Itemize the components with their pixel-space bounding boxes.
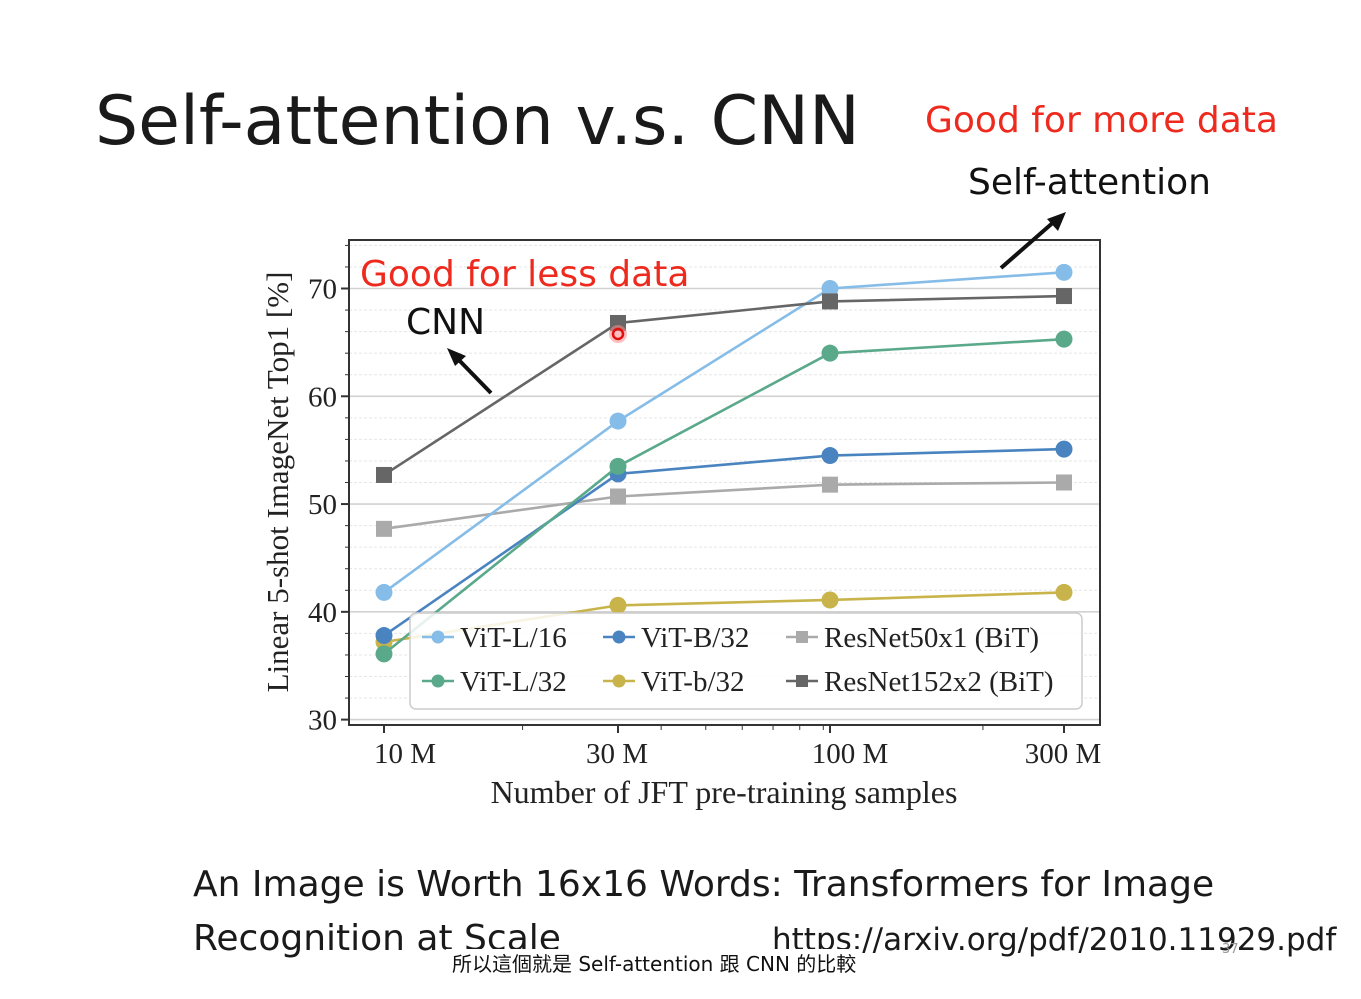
series-resnet50x1-bit	[376, 474, 1072, 537]
legend-label: ViT-b/32	[641, 666, 745, 698]
legend-entry: ResNet50x1 (BiT)	[786, 622, 1039, 654]
series-line	[383, 481, 1065, 531]
cursor-pointer-icon	[609, 325, 627, 343]
legend-entry: ResNet152x2 (BiT)	[786, 666, 1054, 698]
data-point	[609, 412, 627, 430]
series-line	[383, 294, 1065, 477]
x-axis-label: Number of JFT pre-training samples	[491, 774, 958, 810]
series-resnet152x2-bit	[376, 288, 1072, 483]
data-point	[375, 627, 393, 645]
x-tick-label: 10 M	[374, 738, 436, 770]
data-point	[609, 596, 627, 614]
series-line	[383, 337, 1065, 655]
x-tick-label: 100 M	[812, 738, 889, 770]
slide-title: Self-attention v.s. CNN	[95, 82, 860, 161]
data-point	[821, 591, 839, 609]
y-tick-label: 70	[308, 274, 337, 306]
data-point	[610, 488, 626, 505]
data-point	[609, 457, 627, 475]
data-point	[1055, 440, 1073, 458]
page-number: 37	[1222, 942, 1239, 957]
data-point	[821, 344, 839, 362]
y-axis-label: Linear 5-shot ImageNet Top1 [%]	[260, 272, 295, 693]
chart-series	[375, 263, 1073, 663]
legend-marker	[796, 631, 808, 643]
legend-marker	[612, 674, 626, 688]
data-point	[821, 447, 839, 465]
legend-entry: ViT-L/16	[422, 622, 567, 654]
legend-label: ViT-L/32	[460, 666, 567, 698]
data-point	[376, 466, 392, 483]
chart-legend: ViT-L/16 ViT-B/32 ResNet50x1 (BiT) ViT-L/32…	[409, 612, 1083, 710]
data-point	[822, 293, 838, 310]
data-point	[1056, 474, 1072, 491]
data-point	[1055, 330, 1073, 348]
legend-entry: ViT-b/32	[603, 666, 745, 698]
data-point	[375, 645, 393, 663]
series-line	[383, 271, 1065, 594]
legend-marker	[612, 630, 626, 644]
legend-entry: ViT-L/32	[422, 666, 567, 698]
y-tick-label: 40	[308, 597, 337, 629]
chart-axes: 30 40 50 60 70 10 M 30 M 100 M 300 M Number of JF…	[260, 244, 1102, 810]
data-point	[375, 583, 393, 601]
video-subtitle: 所以這個就是 Self-attention 跟 CNN 的比較	[446, 949, 863, 979]
legend-label: ViT-B/32	[641, 622, 749, 654]
annotation-good-for-more-data: Good for more data	[925, 100, 1278, 141]
arrow-self-attention-icon	[999, 212, 1066, 270]
legend-marker	[431, 630, 445, 644]
arrow-cnn-icon	[447, 348, 493, 395]
paper-title: An Image is Worth 16x16 Words: Transform…	[193, 864, 1215, 959]
data-point	[1055, 583, 1073, 601]
series-line	[383, 447, 1065, 637]
data-point	[376, 520, 392, 537]
paper-url[interactable]: https://arxiv.org/pdf/2010.11929.pdf	[772, 922, 1337, 958]
legend-label: ResNet50x1 (BiT)	[824, 622, 1039, 654]
data-point	[821, 280, 839, 297]
legend-label: ResNet152x2 (BiT)	[824, 666, 1054, 698]
y-tick-label: 50	[308, 489, 337, 521]
data-point	[1056, 288, 1072, 305]
legend-entry: ViT-B/32	[603, 622, 749, 654]
legend-box	[409, 612, 1083, 710]
legend-marker	[796, 675, 808, 687]
series-vit-l-32	[375, 330, 1073, 663]
y-tick-label: 60	[308, 381, 337, 413]
annotation-self-attention: Self-attention	[968, 162, 1211, 203]
x-tick-label: 300 M	[1025, 738, 1102, 770]
series-vit-l-16	[375, 263, 1073, 601]
annotation-cnn: CNN	[406, 302, 485, 343]
legend-label: ViT-L/16	[460, 622, 567, 654]
data-point	[1055, 263, 1073, 281]
legend-marker	[431, 674, 445, 688]
data-point	[822, 476, 838, 493]
y-tick-label: 30	[308, 705, 337, 737]
x-tick-label: 30 M	[586, 738, 648, 770]
annotation-good-for-less-data: Good for less data	[360, 254, 689, 295]
